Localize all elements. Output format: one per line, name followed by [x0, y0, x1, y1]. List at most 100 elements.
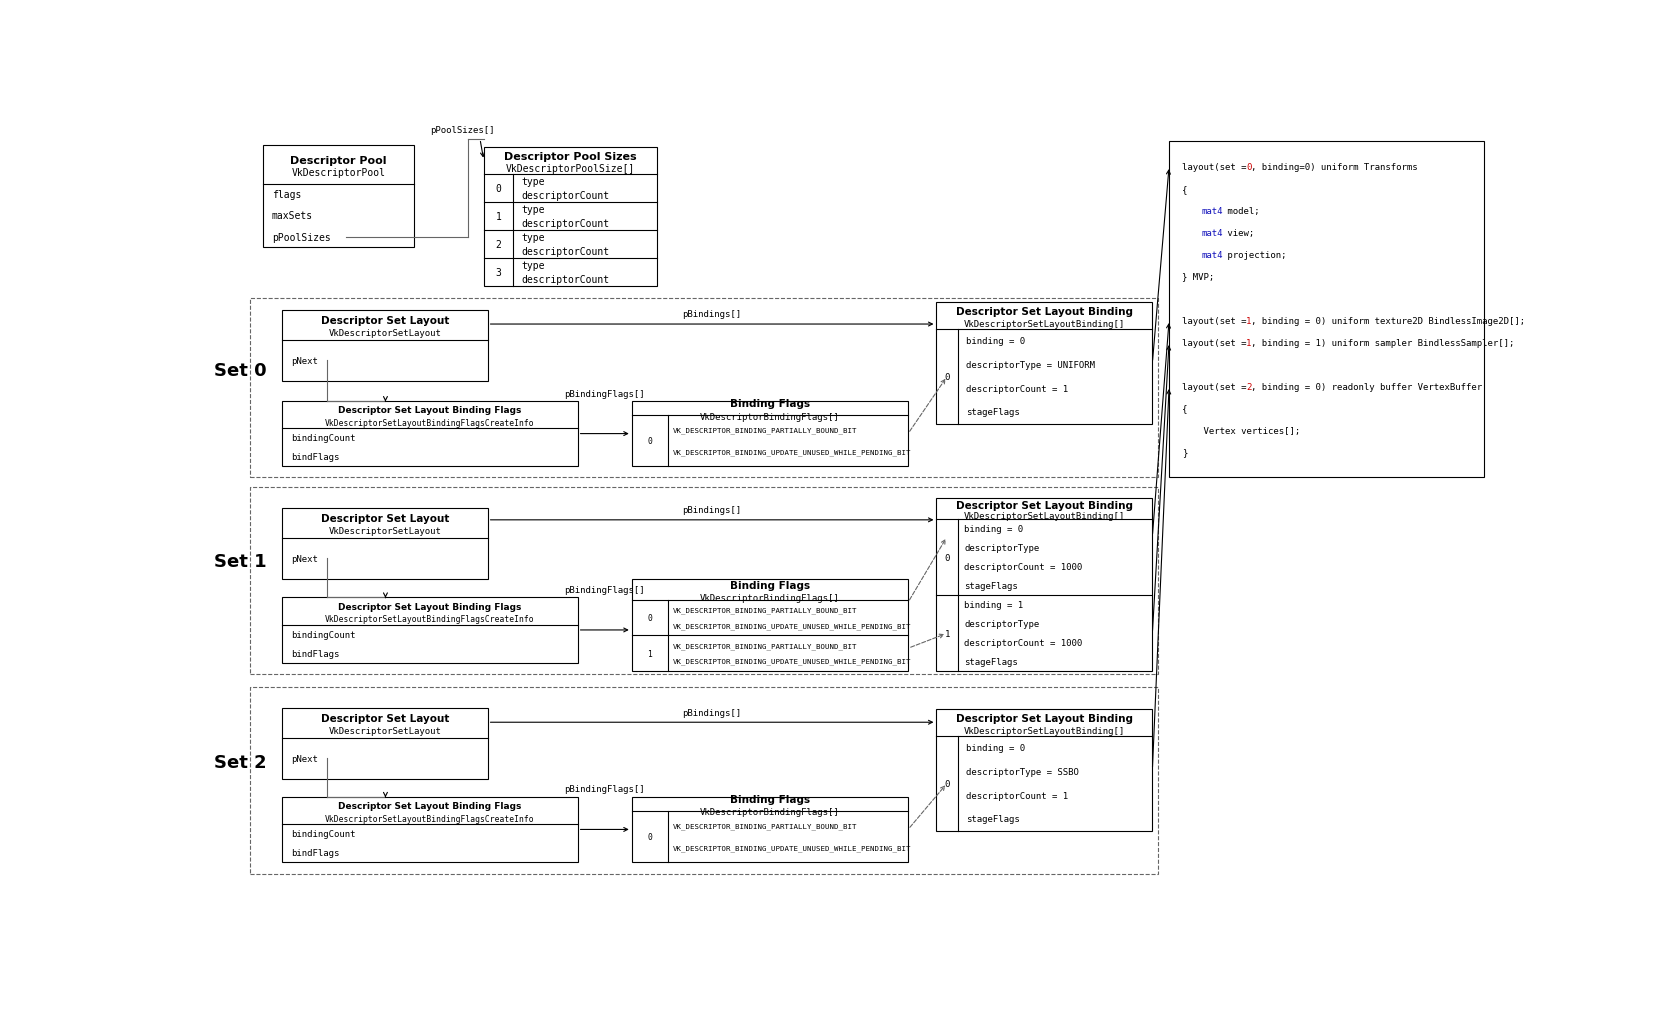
Text: 0: 0: [647, 437, 652, 446]
FancyBboxPatch shape: [262, 146, 415, 248]
FancyBboxPatch shape: [936, 709, 1153, 830]
Text: descriptorCount = 1000: descriptorCount = 1000: [964, 562, 1083, 572]
FancyBboxPatch shape: [282, 508, 488, 579]
Text: stageFlags: stageFlags: [966, 408, 1019, 417]
Text: layout(set =: layout(set =: [1181, 316, 1253, 325]
Text: mat4: mat4: [1201, 207, 1223, 215]
Text: {: {: [1181, 405, 1188, 413]
Text: descriptorType: descriptorType: [964, 543, 1040, 552]
FancyBboxPatch shape: [282, 401, 577, 467]
Text: 1: 1: [1246, 338, 1251, 347]
Text: layout(set =: layout(set =: [1181, 382, 1253, 391]
Text: Descriptor Pool Sizes: Descriptor Pool Sizes: [504, 152, 637, 162]
Text: stageFlags: stageFlags: [966, 814, 1019, 823]
Text: bindFlags: bindFlags: [290, 649, 340, 658]
Text: layout(set =: layout(set =: [1181, 162, 1253, 171]
Text: pBindings[]: pBindings[]: [682, 708, 742, 716]
Text: pPoolSizes[]: pPoolSizes[]: [430, 125, 494, 135]
FancyBboxPatch shape: [936, 499, 1153, 672]
Text: type: type: [521, 177, 544, 187]
Text: } MVP;: } MVP;: [1181, 272, 1214, 281]
Text: Descriptor Set Layout Binding: Descriptor Set Layout Binding: [956, 713, 1133, 722]
Text: VK_DESCRIPTOR_BINDING_PARTIALLY_BOUND_BIT: VK_DESCRIPTOR_BINDING_PARTIALLY_BOUND_BI…: [674, 642, 858, 649]
Text: Binding Flags: Binding Flags: [730, 580, 810, 590]
Text: Descriptor Set Layout Binding: Descriptor Set Layout Binding: [956, 307, 1133, 317]
Text: 2: 2: [1246, 382, 1251, 391]
Text: 3: 3: [496, 268, 501, 278]
Text: VkDescriptorSetLayoutBinding[]: VkDescriptorSetLayoutBinding[]: [964, 320, 1125, 328]
Text: pBindings[]: pBindings[]: [682, 310, 742, 319]
Text: descriptorCount: descriptorCount: [521, 248, 609, 257]
Text: descriptorCount = 1: descriptorCount = 1: [966, 791, 1068, 800]
Text: VkDescriptorPool: VkDescriptorPool: [292, 168, 385, 178]
FancyBboxPatch shape: [484, 148, 657, 287]
Text: Descriptor Set Layout Binding Flags: Descriptor Set Layout Binding Flags: [338, 602, 521, 611]
Text: 0: 0: [944, 553, 951, 562]
FancyBboxPatch shape: [632, 580, 907, 672]
FancyBboxPatch shape: [282, 598, 577, 663]
Text: binding = 0: binding = 0: [966, 337, 1025, 345]
Text: VkDescriptorSetLayoutBindingFlagsCreateInfo: VkDescriptorSetLayoutBindingFlagsCreateI…: [325, 814, 534, 823]
Text: 0: 0: [496, 184, 501, 195]
Text: pBindings[]: pBindings[]: [682, 505, 742, 515]
Text: descriptorType = UNIFORM: descriptorType = UNIFORM: [966, 361, 1095, 370]
Text: VkDescriptorSetLayoutBindingFlagsCreateInfo: VkDescriptorSetLayoutBindingFlagsCreateI…: [325, 419, 534, 428]
Text: VkDescriptorSetLayoutBinding[]: VkDescriptorSetLayoutBinding[]: [964, 512, 1125, 520]
Text: type: type: [521, 205, 544, 215]
Text: Descriptor Set Layout Binding Flags: Descriptor Set Layout Binding Flags: [338, 802, 521, 810]
Text: pBindingFlags[]: pBindingFlags[]: [564, 785, 645, 794]
Text: flags: flags: [272, 191, 300, 200]
Text: Set 1: Set 1: [214, 553, 267, 571]
Text: descriptorCount = 1000: descriptorCount = 1000: [964, 639, 1083, 647]
Text: binding = 0: binding = 0: [966, 743, 1025, 752]
Text: pBindingFlags[]: pBindingFlags[]: [564, 586, 645, 594]
Text: stageFlags: stageFlags: [964, 582, 1019, 591]
Text: Descriptor Set Layout Binding Flags: Descriptor Set Layout Binding Flags: [338, 407, 521, 415]
Text: VK_DESCRIPTOR_BINDING_UPDATE_UNUSED_WHILE_PENDING_BIT: VK_DESCRIPTOR_BINDING_UPDATE_UNUSED_WHIL…: [674, 845, 911, 851]
Text: VkDescriptorBindingFlags[]: VkDescriptorBindingFlags[]: [700, 593, 839, 602]
Text: pPoolSizes: pPoolSizes: [272, 232, 330, 243]
Text: {: {: [1181, 184, 1188, 194]
Text: VkDescriptorBindingFlags[]: VkDescriptorBindingFlags[]: [700, 808, 839, 816]
Text: descriptorType = SSBO: descriptorType = SSBO: [966, 767, 1078, 776]
Text: Descriptor Set Layout: Descriptor Set Layout: [320, 316, 450, 326]
Text: 0: 0: [647, 613, 652, 623]
FancyBboxPatch shape: [936, 303, 1153, 424]
FancyBboxPatch shape: [1170, 142, 1485, 478]
Text: projection;: projection;: [1221, 251, 1286, 260]
FancyBboxPatch shape: [632, 797, 907, 862]
FancyBboxPatch shape: [282, 708, 488, 779]
Text: Binding Flags: Binding Flags: [730, 795, 810, 805]
Text: view;: view;: [1221, 228, 1254, 237]
Text: maxSets: maxSets: [272, 211, 314, 221]
Text: VkDescriptorSetLayout: VkDescriptorSetLayout: [328, 527, 441, 536]
Text: Binding Flags: Binding Flags: [730, 399, 810, 409]
Text: , binding = 1) uniform sampler BindlessSampler[];: , binding = 1) uniform sampler BindlessS…: [1251, 338, 1515, 347]
Text: Set 0: Set 0: [214, 362, 267, 379]
Text: bindFlags: bindFlags: [290, 848, 340, 857]
Text: bindingCount: bindingCount: [290, 434, 355, 443]
Text: 0: 0: [1246, 162, 1251, 171]
FancyBboxPatch shape: [632, 401, 907, 467]
Text: mat4: mat4: [1201, 251, 1223, 260]
Text: descriptorCount: descriptorCount: [521, 192, 609, 202]
Text: binding = 1: binding = 1: [964, 600, 1024, 609]
Text: type: type: [521, 261, 544, 271]
Text: Descriptor Set Layout Binding: Descriptor Set Layout Binding: [956, 500, 1133, 511]
Text: VK_DESCRIPTOR_BINDING_UPDATE_UNUSED_WHILE_PENDING_BIT: VK_DESCRIPTOR_BINDING_UPDATE_UNUSED_WHIL…: [674, 449, 911, 455]
Text: VK_DESCRIPTOR_BINDING_UPDATE_UNUSED_WHILE_PENDING_BIT: VK_DESCRIPTOR_BINDING_UPDATE_UNUSED_WHIL…: [674, 658, 911, 664]
Text: type: type: [521, 233, 544, 244]
Text: descriptorCount = 1: descriptorCount = 1: [966, 384, 1068, 393]
Text: model;: model;: [1221, 207, 1259, 215]
Text: 1: 1: [647, 649, 652, 658]
Text: pNext: pNext: [290, 554, 319, 562]
Text: VkDescriptorSetLayoutBindingFlagsCreateInfo: VkDescriptorSetLayoutBindingFlagsCreateI…: [325, 614, 534, 624]
Text: VK_DESCRIPTOR_BINDING_UPDATE_UNUSED_WHILE_PENDING_BIT: VK_DESCRIPTOR_BINDING_UPDATE_UNUSED_WHIL…: [674, 623, 911, 629]
Text: VK_DESCRIPTOR_BINDING_PARTIALLY_BOUND_BIT: VK_DESCRIPTOR_BINDING_PARTIALLY_BOUND_BI…: [674, 606, 858, 613]
Text: 1: 1: [944, 629, 951, 638]
Text: 0: 0: [944, 372, 951, 381]
Text: 1: 1: [1246, 316, 1251, 325]
Text: Set 2: Set 2: [214, 753, 267, 771]
Text: VK_DESCRIPTOR_BINDING_PARTIALLY_BOUND_BIT: VK_DESCRIPTOR_BINDING_PARTIALLY_BOUND_BI…: [674, 822, 858, 828]
Text: Vertex vertices[];: Vertex vertices[];: [1181, 426, 1301, 435]
